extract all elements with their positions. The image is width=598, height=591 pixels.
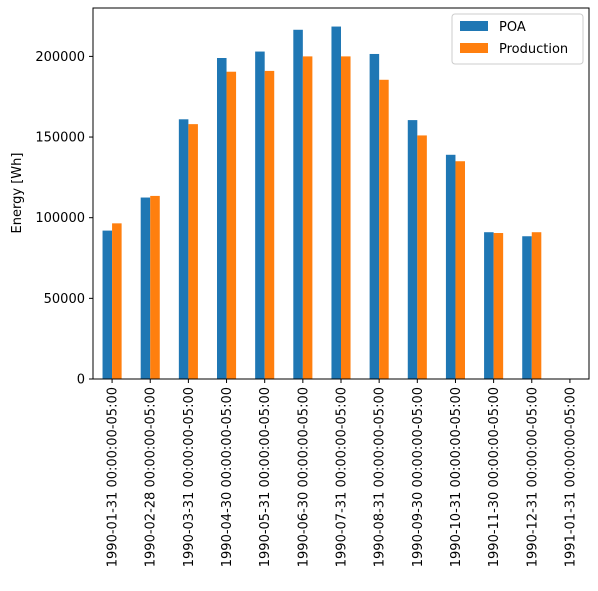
y-tick-label: 150000 [35, 131, 85, 146]
bar-production-1 [150, 195, 160, 379]
x-tick-label: 1990-04-30 00:00:00-05:00 [220, 387, 235, 567]
bar-poa-11 [522, 236, 532, 379]
x-tick-label: 1990-05-31 00:00:00-05:00 [258, 387, 273, 567]
bar-poa-1 [140, 197, 151, 379]
x-tick-label: 1991-01-31 00:00:00-05:00 [563, 387, 578, 567]
y-tick-label: 0 [77, 373, 85, 388]
bar-poa-3 [217, 58, 227, 380]
legend-label-poa: POA [499, 20, 526, 35]
bar-poa-4 [255, 51, 265, 379]
bar-poa-0 [102, 230, 113, 379]
x-tick-label: 1990-03-31 00:00:00-05:00 [182, 387, 197, 567]
bar-production-2 [188, 124, 198, 379]
legend-swatch-poa [460, 21, 488, 31]
bar-production-3 [226, 71, 237, 380]
y-axis-label: Energy [Wh] [10, 153, 25, 234]
y-tick-label: 100000 [35, 211, 85, 226]
bar-poa-6 [331, 26, 341, 380]
bar-production-8 [417, 135, 427, 379]
bar-poa-2 [178, 119, 189, 380]
legend-swatch-production [460, 43, 488, 53]
y-tick-label: 50000 [44, 292, 85, 307]
bar-poa-5 [293, 29, 303, 379]
x-tick-label: 1990-11-30 00:00:00-05:00 [487, 387, 502, 567]
x-axis: 1990-01-31 00:00:00-05:00 1990-02-28 00:0… [106, 379, 578, 567]
bar-production-10 [493, 233, 504, 379]
bar-poa-9 [445, 154, 456, 379]
x-tick-label: 1990-01-31 00:00:00-05:00 [106, 387, 121, 567]
bar-production-9 [455, 161, 465, 379]
bar-production-7 [379, 79, 389, 380]
x-tick-label: 1990-07-31 00:00:00-05:00 [335, 387, 350, 567]
x-tick-label: 1990-12-31 00:00:00-05:00 [525, 387, 540, 567]
bar-poa-10 [484, 232, 494, 379]
bar-production-4 [264, 70, 275, 380]
bar-production-0 [112, 223, 122, 379]
y-axis: 0 50000 100000 150000 200000 [35, 50, 93, 388]
plot-frame [92, 7, 590, 380]
bar-poa-8 [407, 120, 418, 380]
bar-production-6 [341, 56, 351, 380]
y-tick-label: 200000 [35, 50, 85, 65]
bar-production-11 [531, 232, 542, 379]
x-tick-label: 1990-10-31 00:00:00-05:00 [449, 387, 464, 567]
legend: POA Production [451, 13, 584, 65]
bar-poa-7 [369, 53, 380, 379]
x-tick-label: 1990-09-30 00:00:00-05:00 [411, 387, 426, 567]
legend-label-production: Production [499, 42, 568, 57]
x-tick-label: 1990-08-31 00:00:00-05:00 [373, 387, 388, 567]
bars-group [102, 26, 542, 380]
x-tick-label: 1990-02-28 00:00:00-05:00 [144, 387, 159, 567]
bar-production-5 [302, 56, 313, 380]
x-tick-label: 1990-06-30 00:00:00-05:00 [296, 387, 311, 567]
